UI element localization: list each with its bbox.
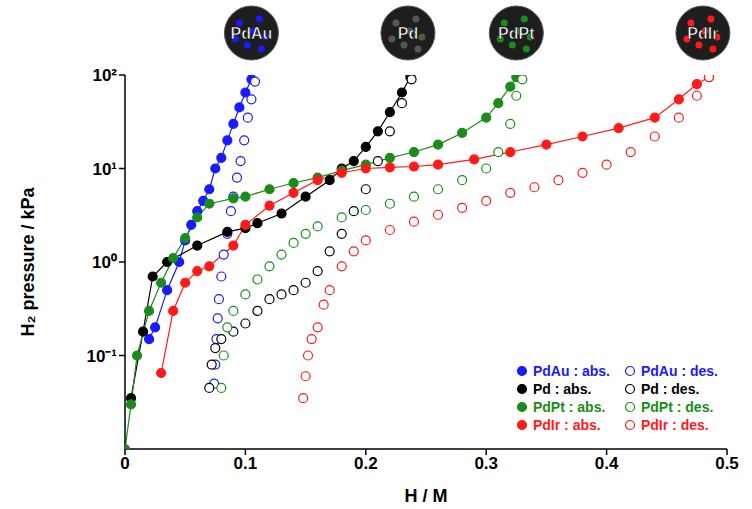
html-text:PdPt : abs.: PdPt : abs. [533,399,606,415]
html-text:PdAu : des.: PdAu : des. [641,363,718,379]
svg-text:0.4: 0.4 [595,454,619,473]
svg-text:0.2: 0.2 [354,454,378,473]
svg-text:H₂ pressure / kPa: H₂ pressure / kPa [18,186,38,336]
svg-text:10⁻¹: 10⁻¹ [86,347,117,366]
svg-text:0.5: 0.5 [715,454,739,473]
svg-text:0.3: 0.3 [474,454,498,473]
svg-text:H / M: H / M [405,486,448,506]
svg-text:10⁰: 10⁰ [92,253,117,272]
svg-text:10²: 10² [92,66,117,85]
html-text:PdIr : abs.: PdIr : abs. [533,417,601,433]
svg-text:0: 0 [120,454,129,473]
html-text:Pd : abs.: Pd : abs. [533,381,592,397]
svg-text:10¹: 10¹ [92,160,117,179]
svg-text:PdAu: PdAu [231,25,273,42]
html-text:Pd : des.: Pd : des. [641,381,700,397]
html-text:PdIr : des.: PdIr : des. [641,417,709,433]
svg-text:0.1: 0.1 [234,454,258,473]
html-text:PdAu : abs.: PdAu : abs. [533,363,610,379]
html-text:PdPt : des.: PdPt : des. [641,399,714,415]
svg-text:PdPt: PdPt [498,25,535,42]
svg-text:Pd: Pd [398,25,418,42]
svg-text:PdIr: PdIr [687,25,718,42]
